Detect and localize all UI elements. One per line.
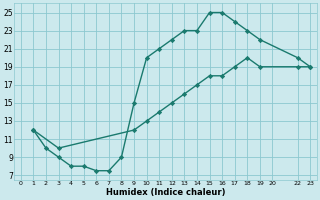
X-axis label: Humidex (Indice chaleur): Humidex (Indice chaleur): [106, 188, 225, 197]
